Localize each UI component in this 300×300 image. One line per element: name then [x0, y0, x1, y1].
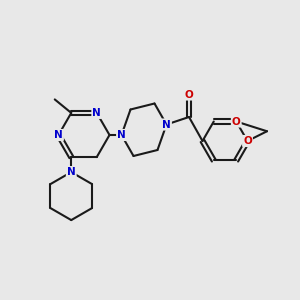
Text: O: O — [243, 136, 252, 146]
Text: N: N — [67, 167, 76, 177]
Text: N: N — [162, 119, 171, 130]
Text: N: N — [54, 130, 63, 140]
Text: O: O — [232, 116, 241, 127]
Text: O: O — [184, 89, 194, 100]
Text: N: N — [92, 108, 101, 118]
Text: N: N — [117, 130, 126, 140]
